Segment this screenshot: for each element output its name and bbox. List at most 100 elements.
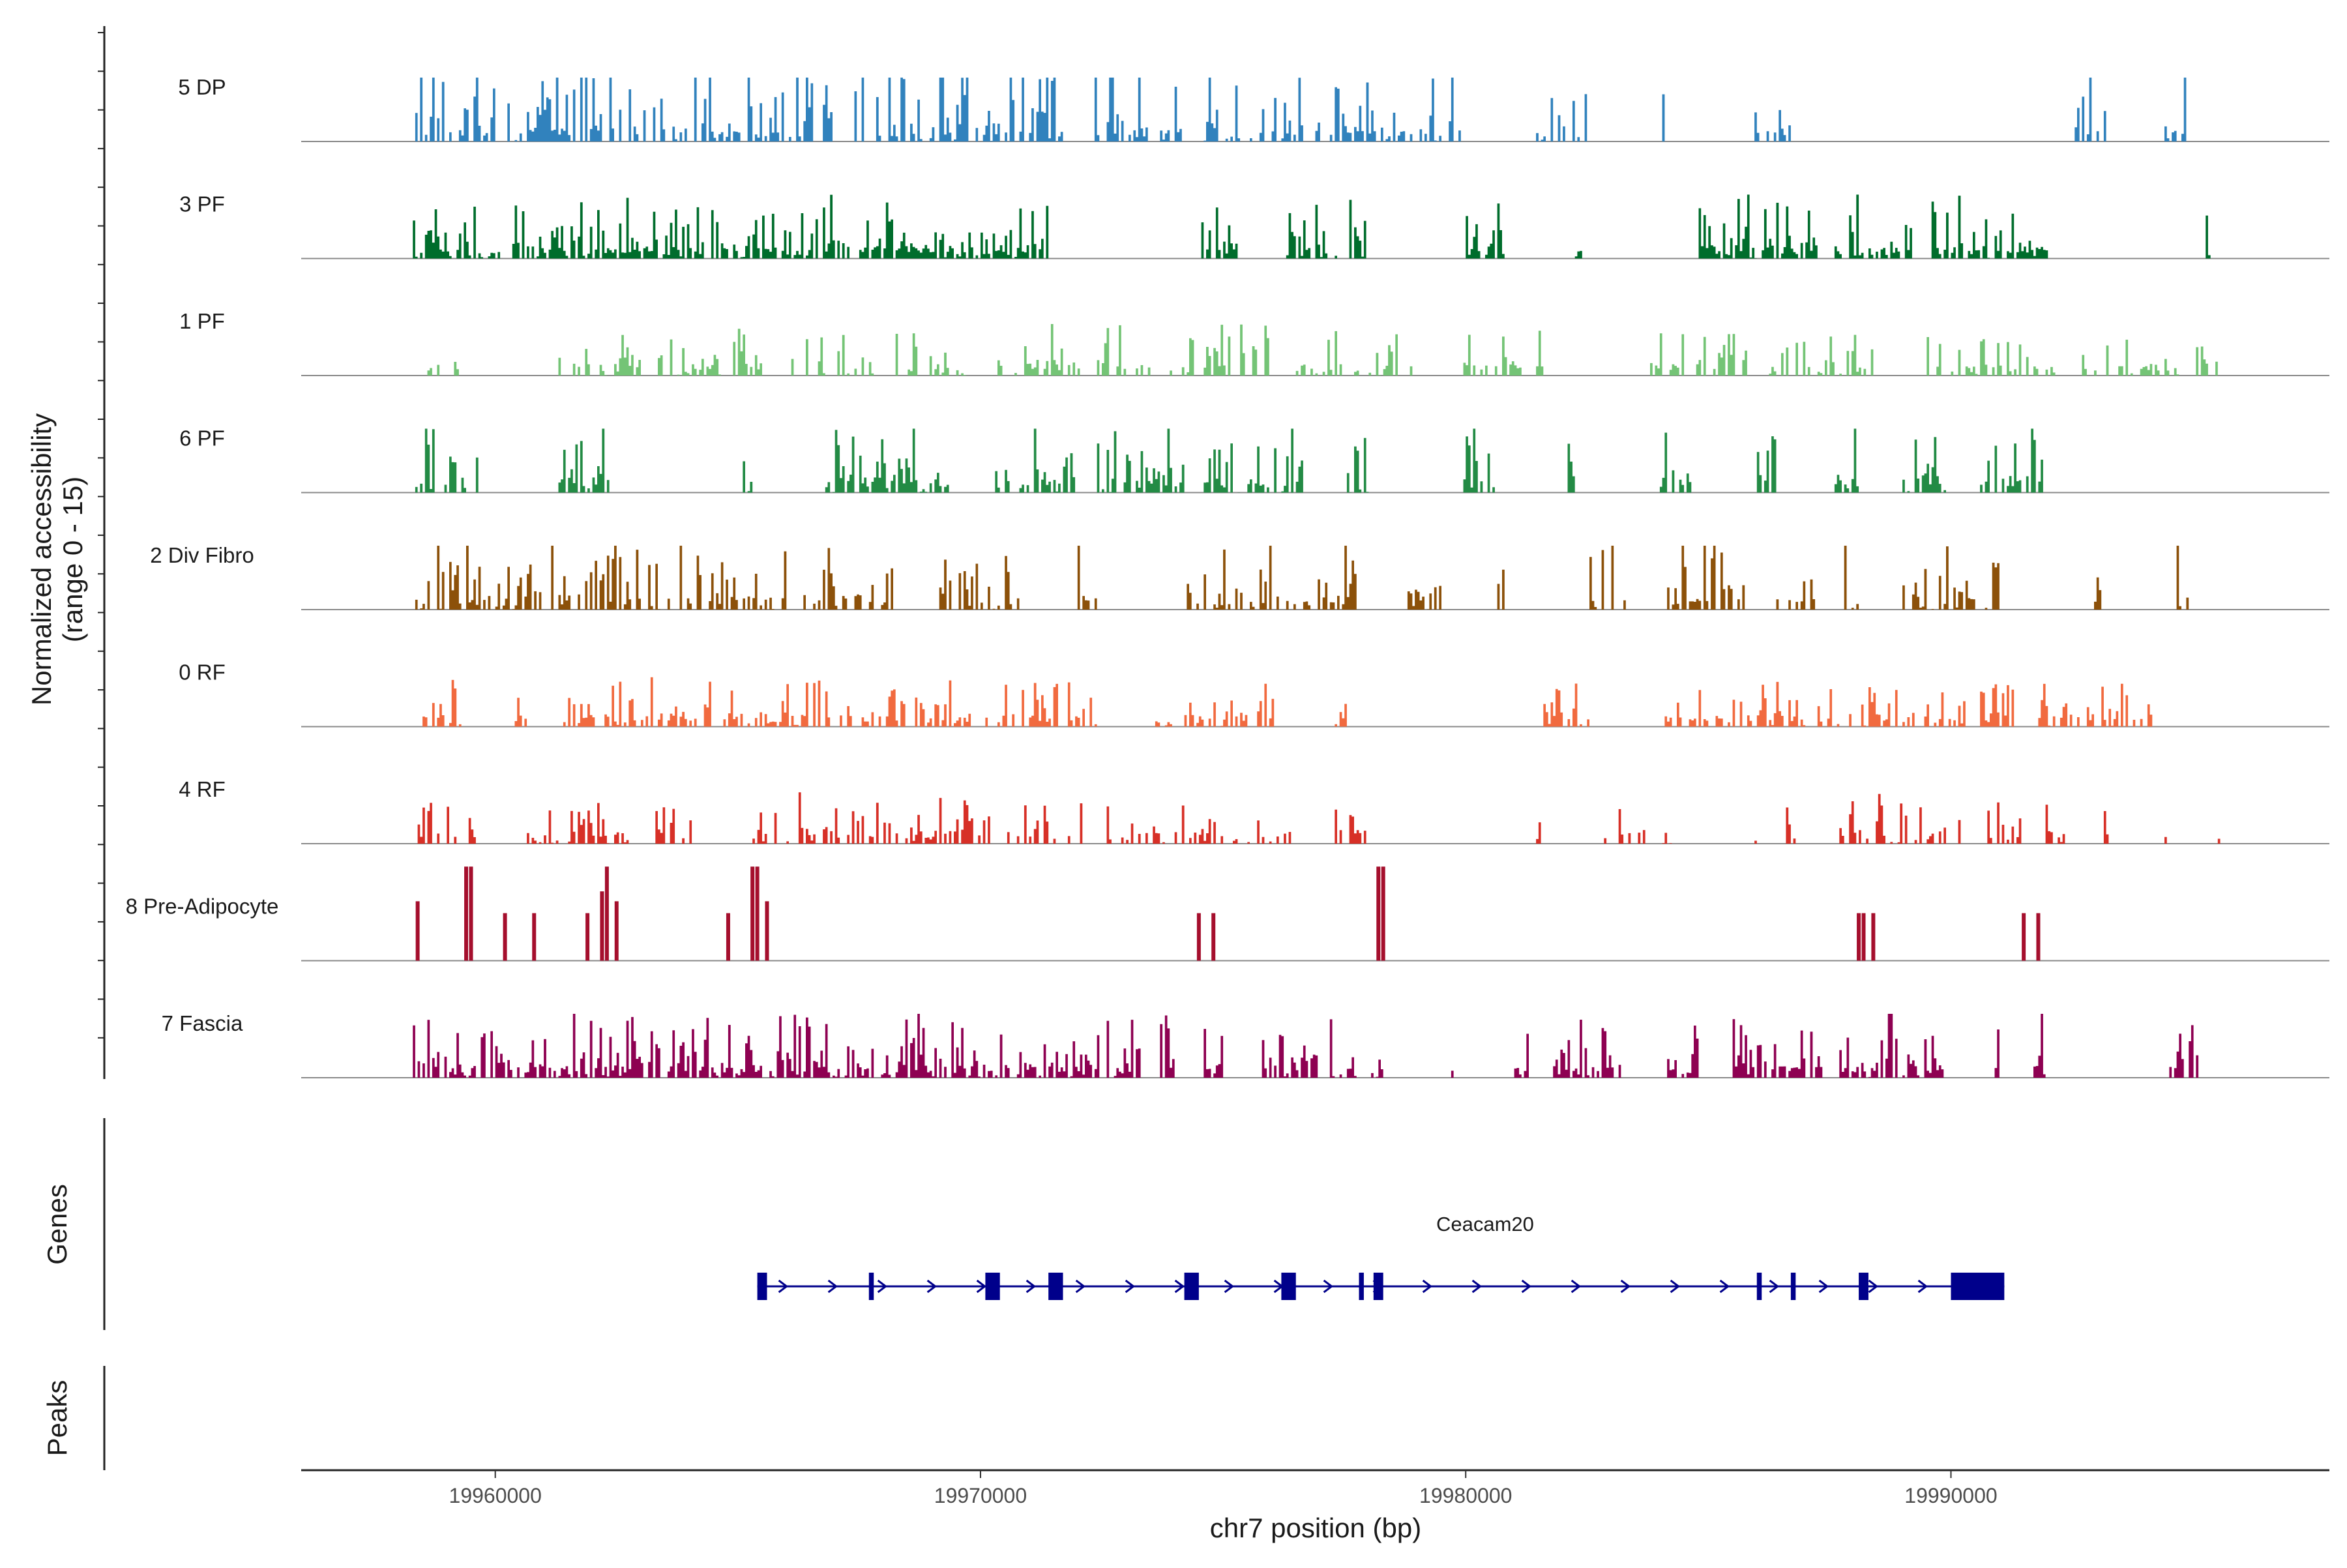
x-tick-label: 19960000 [449, 1484, 542, 1507]
coverage-area [1980, 428, 2043, 493]
coverage-area [1533, 822, 1544, 844]
coverage-area [1344, 437, 1369, 493]
track-label: 6 PF [179, 426, 225, 451]
coverage-area [1160, 1015, 1175, 1078]
gene-exon [1184, 1273, 1199, 1300]
coverage-area [1931, 196, 2048, 259]
coverage-area [1742, 110, 1791, 141]
coverage-area [514, 698, 529, 727]
coverage-area [1815, 687, 1917, 727]
coverage-area [1335, 809, 1369, 844]
strand-arrow [1521, 1279, 1532, 1294]
coverage-area [558, 428, 617, 493]
coverage-area [1839, 1014, 1946, 1078]
coverage-bar [2022, 913, 2026, 961]
coverage-area [2164, 78, 2189, 141]
x-axis-title: chr7 position (bp) [1210, 1513, 1422, 1543]
coverage-area [1926, 337, 2063, 376]
gene-exon [757, 1273, 767, 1300]
y-axis-title-line2: (range 0 - 15) [57, 477, 88, 642]
track-1-pf: 1 PF [179, 309, 2329, 376]
coverage-area [413, 198, 728, 259]
strand-arrow [1224, 1279, 1235, 1294]
track-label: 4 RF [179, 777, 226, 801]
strand-arrow [827, 1279, 838, 1294]
coverage-area [932, 797, 1083, 844]
track-label: 0 RF [179, 660, 226, 685]
coverage-area [830, 1014, 1010, 1078]
coverage-area [1659, 94, 1670, 141]
coverage-area [1097, 428, 1185, 493]
coverage-bar [532, 913, 537, 961]
coverage-area [1368, 1059, 1383, 1078]
gene-exon [1048, 1273, 1063, 1300]
genes-panel: Ceacam20 [103, 1118, 2005, 1330]
peaks-panel-label: Peaks [42, 1380, 72, 1457]
strand-arrow [1769, 1279, 1780, 1294]
coverage-area [1286, 200, 1369, 259]
coverage-area [2038, 683, 2160, 727]
strand-arrow [1471, 1279, 1483, 1294]
coverage-bar [600, 891, 604, 961]
coverage-bar [604, 866, 609, 961]
coverage-area [1067, 682, 1097, 727]
coverage-area [1980, 684, 2015, 727]
strand-arrow [976, 1279, 987, 1294]
coverage-area [825, 428, 956, 493]
coverage-area [2086, 577, 2102, 610]
coverage-area [2217, 838, 2228, 844]
coverage-bar [1871, 913, 1876, 961]
coverage-area [1553, 1020, 1621, 1078]
coverage-area [1198, 207, 1238, 259]
strand-arrow [1026, 1279, 1037, 1294]
coverage-area [1659, 833, 1675, 844]
strand-arrow [1719, 1279, 1730, 1294]
coverage-area [868, 803, 932, 844]
coverage-area [2038, 805, 2068, 844]
coverage-area [1844, 546, 1859, 610]
coverage-area [1994, 1029, 2000, 1078]
coverage-bar [765, 901, 769, 961]
coverage-area [563, 677, 874, 727]
strand-arrow [877, 1279, 888, 1294]
coverage-area [1466, 203, 1505, 259]
coverage-area [1659, 681, 1806, 727]
coverage-area [1460, 331, 1554, 376]
coverage-bar [2036, 913, 2041, 961]
coverage-area [1601, 809, 1646, 844]
coverage-bar [1211, 913, 1216, 961]
strand-arrow [1323, 1279, 1334, 1294]
gene-exon [1373, 1273, 1383, 1300]
track-5-dp: 5 DP [178, 75, 2329, 142]
coverage-y-axis [98, 26, 106, 1079]
coverage-area [1538, 683, 1592, 727]
x-tick-label: 19970000 [934, 1484, 1027, 1507]
coverage-tracks: 5 DP 3 PF 1 PF 6 PF 2 Div Fibro 0 RF 4 RF 8 Pre… [126, 75, 2329, 1078]
gene-exon [868, 1273, 874, 1300]
coverage-area [1533, 94, 1592, 141]
coverage-area [1407, 585, 1441, 610]
gene-exon [985, 1273, 1000, 1300]
track-4-rf: 4 RF [179, 777, 2329, 844]
track-label: 2 Div Fibro [150, 543, 254, 567]
coverage-area [413, 428, 481, 493]
coverage-area [1441, 1071, 1456, 1078]
coverage-area [1262, 1019, 1359, 1078]
strand-arrow [926, 1279, 937, 1294]
track-0-rf: 0 RF [179, 660, 2329, 728]
track-label: 3 PF [179, 192, 225, 216]
coverage-area [1902, 437, 1946, 493]
coverage-bar [1381, 866, 1385, 961]
coverage-area [2082, 340, 2218, 376]
coverage-area [1650, 333, 1747, 376]
gene-exon [1859, 1273, 1868, 1300]
coverage-bar [464, 866, 469, 961]
x-tick-label: 19990000 [1904, 1484, 1997, 1507]
coverage-area [878, 680, 971, 727]
coverage-area [2174, 546, 2189, 610]
coverage-area [1315, 78, 1461, 141]
coverage-area [1335, 703, 1350, 727]
strand-arrow [778, 1279, 789, 1294]
coverage-area [655, 807, 704, 844]
strand-arrow [1422, 1279, 1433, 1294]
